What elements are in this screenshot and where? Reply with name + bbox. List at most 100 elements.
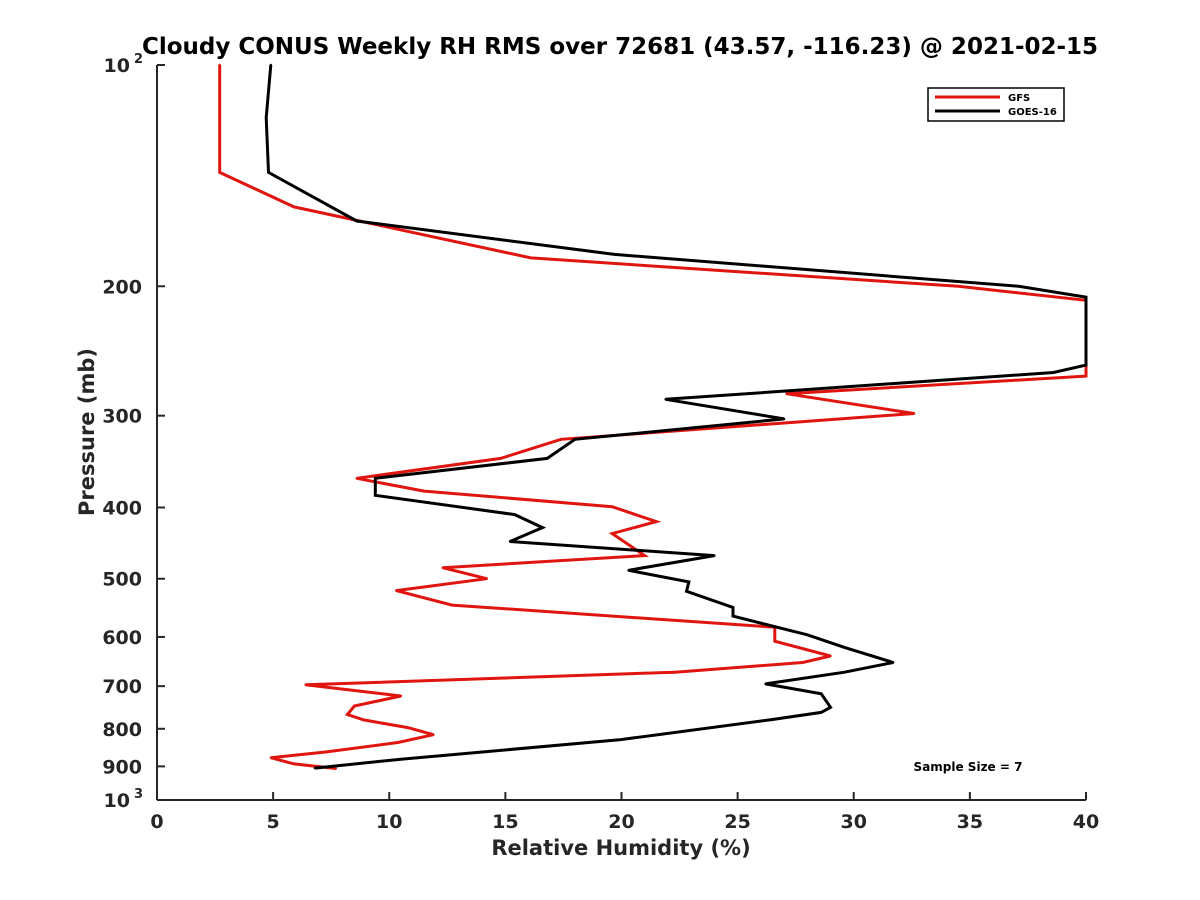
ticks-layer: 0 5 10 15 20 25 30 35 40 10 2 200 300 400 500 600 700 800… xyxy=(102,52,1099,833)
data-point-goes-16-10 xyxy=(782,417,786,421)
data-point-gfs-31 xyxy=(406,726,409,729)
data-point-goes-16-3 xyxy=(355,219,358,223)
y-tick-label-500: 500 xyxy=(102,569,142,591)
y-tick-label-800: 800 xyxy=(102,719,142,741)
data-point-goes-16-16 xyxy=(541,526,544,529)
data-point-gfs-10 xyxy=(499,457,502,460)
data-point-goes-16-29 xyxy=(820,692,823,695)
data-point-gfs-14 xyxy=(655,520,658,523)
y-tick-label-300: 300 xyxy=(102,406,142,428)
data-point-goes-16-34 xyxy=(399,758,403,761)
data-point-goes-16-1 xyxy=(265,116,268,120)
data-point-gfs-3 xyxy=(529,256,533,260)
data-point-gfs-15 xyxy=(611,532,614,535)
x-tick-label-0: 0 xyxy=(150,811,163,833)
data-point-goes-16-32 xyxy=(771,718,774,721)
data-point-goes-16-12 xyxy=(546,457,549,460)
legend-label-goes-16: GOES-16 xyxy=(1008,107,1057,118)
data-point-gfs-0 xyxy=(218,63,221,67)
y-tick-label-900: 900 xyxy=(102,756,142,778)
data-point-goes-16-31 xyxy=(820,711,823,714)
data-point-gfs-6 xyxy=(1084,374,1088,378)
data-point-goes-16-18 xyxy=(713,554,716,557)
data-point-goes-16-17 xyxy=(508,540,512,543)
y-tick-label-100: 10 xyxy=(104,55,130,77)
y-tick-label-600: 600 xyxy=(102,627,142,649)
data-point-goes-16-14 xyxy=(374,494,377,497)
x-tick-label-40: 40 xyxy=(1073,811,1099,833)
data-point-goes-16-6 xyxy=(1084,296,1088,299)
data-point-goes-16-21 xyxy=(685,590,688,593)
data-point-gfs-17 xyxy=(441,566,444,569)
data-point-goes-16-2 xyxy=(267,171,270,174)
data-point-goes-16-11 xyxy=(573,438,577,441)
data-point-goes-16-7 xyxy=(1084,363,1088,367)
data-point-gfs-33 xyxy=(397,741,400,744)
data-point-gfs-9 xyxy=(559,438,563,441)
y-tick-label-1000: 10 xyxy=(104,790,130,812)
x-tick-label-30: 30 xyxy=(841,811,867,833)
data-point-gfs-16 xyxy=(643,554,646,557)
data-point-gfs-24 xyxy=(801,661,804,664)
data-point-gfs-8 xyxy=(912,412,916,415)
y-tick-exponent-100: 2 xyxy=(134,52,143,67)
legend-label-gfs: GFS xyxy=(1008,93,1030,104)
data-point-gfs-11 xyxy=(355,477,358,480)
data-point-goes-16-30 xyxy=(829,706,832,709)
data-point-gfs-29 xyxy=(346,713,349,716)
data-point-goes-16-5 xyxy=(1017,285,1020,288)
data-point-goes-16-20 xyxy=(687,580,691,584)
series-line-gfs xyxy=(218,65,1088,770)
data-point-goes-16-4 xyxy=(613,253,616,256)
data-point-gfs-30 xyxy=(362,718,365,722)
chart-title: Cloudy CONUS Weekly RH RMS over 72681 (4… xyxy=(142,34,1098,60)
data-point-gfs-4 xyxy=(957,285,960,288)
data-point-goes-16-26 xyxy=(892,661,895,664)
x-tick-label-10: 10 xyxy=(376,811,402,833)
data-point-gfs-13 xyxy=(611,505,614,508)
data-point-gfs-36 xyxy=(292,762,296,766)
y-tick-label-700: 700 xyxy=(102,676,142,698)
data-point-gfs-28 xyxy=(353,704,356,708)
data-point-gfs-20 xyxy=(450,603,454,607)
data-point-gfs-22 xyxy=(773,640,776,643)
data-point-gfs-23 xyxy=(829,654,832,658)
data-point-goes-16-8 xyxy=(1052,371,1055,374)
y-axis-label: Pressure (mb) xyxy=(75,348,99,516)
data-point-goes-16-33 xyxy=(618,738,621,741)
data-point-gfs-34 xyxy=(325,750,328,754)
series-line-goes-16 xyxy=(264,64,1088,770)
data-point-gfs-37 xyxy=(334,767,337,770)
data-point-gfs-35 xyxy=(269,756,272,759)
x-tick-label-5: 5 xyxy=(267,811,280,833)
data-point-goes-16-24 xyxy=(806,633,809,636)
x-tick-label-20: 20 xyxy=(608,811,634,833)
series-layer xyxy=(218,63,1088,770)
data-point-goes-16-23 xyxy=(731,614,735,618)
data-point-goes-16-19 xyxy=(627,569,630,572)
data-point-goes-16-27 xyxy=(843,671,846,674)
data-point-goes-16-22 xyxy=(731,606,735,609)
y-tick-label-200: 200 xyxy=(102,276,142,298)
x-axis-label: Relative Humidity (%) xyxy=(491,836,750,860)
data-point-goes-16-9 xyxy=(664,398,667,401)
data-point-goes-16-15 xyxy=(513,513,516,516)
y-tick-exponent-1000: 3 xyxy=(134,787,143,802)
legend: GFS GOES-16 xyxy=(927,87,1065,122)
data-point-gfs-32 xyxy=(432,733,435,736)
data-point-goes-16-25 xyxy=(843,646,846,649)
y-tick-label-400: 400 xyxy=(102,498,142,520)
data-point-gfs-2 xyxy=(292,205,296,209)
data-point-gfs-25 xyxy=(673,671,677,674)
data-point-goes-16-0 xyxy=(269,63,272,67)
x-tick-label-15: 15 xyxy=(492,811,518,833)
data-point-goes-16-28 xyxy=(764,682,767,686)
data-point-gfs-26 xyxy=(304,683,307,686)
data-point-gfs-7 xyxy=(785,392,788,395)
sample-size-annotation: Sample Size = 7 xyxy=(914,760,1023,774)
data-point-goes-16-35 xyxy=(313,766,317,770)
x-tick-label-35: 35 xyxy=(957,811,983,833)
legend-box xyxy=(927,87,1065,122)
x-tick-label-25: 25 xyxy=(724,811,750,833)
